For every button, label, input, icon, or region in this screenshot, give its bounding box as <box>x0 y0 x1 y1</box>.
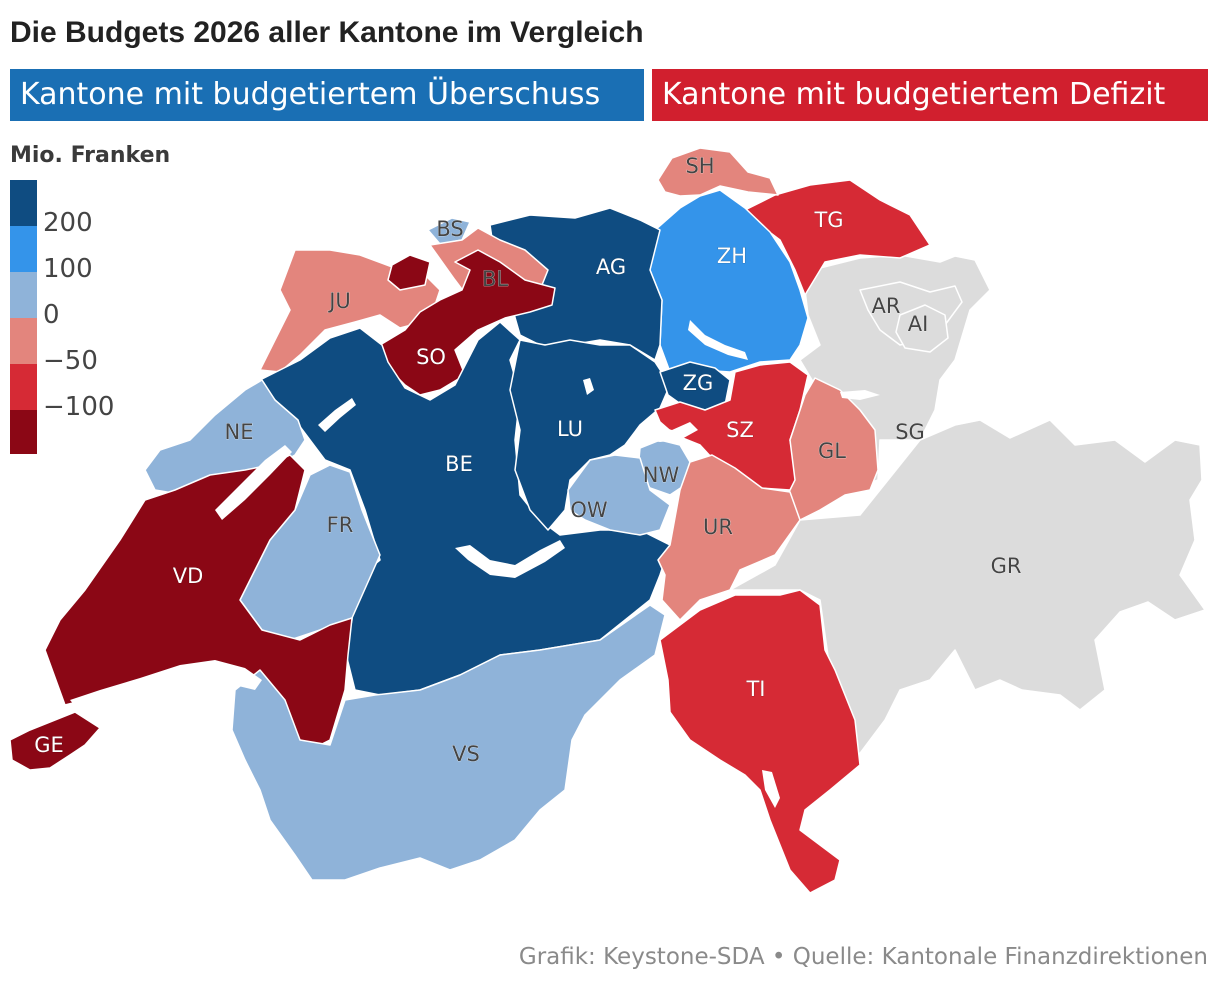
lake-thun-brienz <box>455 540 565 578</box>
legend-bin-100-200 <box>10 226 37 272</box>
legend-bin-under-minus100 <box>10 410 37 454</box>
label-SO: SO <box>416 345 446 369</box>
lake-walen <box>840 390 880 400</box>
label-GR: GR <box>991 554 1022 578</box>
lake-zurich <box>688 320 748 360</box>
legend-tick-200: 200 <box>43 208 93 238</box>
canton-OW[interactable] <box>567 454 671 536</box>
label-LU: LU <box>557 417 583 441</box>
label-JU: JU <box>327 289 351 313</box>
label-SZ: SZ <box>726 418 754 442</box>
canton-GR[interactable] <box>729 419 1206 761</box>
canton-UR[interactable] <box>657 454 801 621</box>
label-GL: GL <box>818 439 846 463</box>
label-VD: VD <box>173 564 204 588</box>
label-ZH: ZH <box>717 244 747 268</box>
legend-tick-0: 0 <box>43 300 60 330</box>
label-AI: AI <box>908 312 929 336</box>
legend-bin-minus100-minus50 <box>10 364 37 410</box>
label-TI: TI <box>745 677 765 701</box>
lake-lucerne <box>640 422 698 442</box>
canton-VS[interactable] <box>231 604 666 881</box>
chart-title: Die Budgets 2026 aller Kantone im Vergle… <box>10 16 644 49</box>
label-GE: GE <box>34 733 64 757</box>
lake-leman <box>70 660 262 712</box>
lake-neuchatel <box>215 445 292 520</box>
surplus-banner: Kantone mit budgetiertem Überschuss <box>10 69 644 121</box>
legend-tick-minus100: −100 <box>43 392 115 422</box>
lake-sempach <box>583 378 594 395</box>
legend-bin-minus50-0 <box>10 318 37 364</box>
canton-SO-exclave[interactable] <box>387 254 431 291</box>
label-NE: NE <box>225 420 254 444</box>
label-SH: SH <box>685 154 714 178</box>
legend-tick-100: 100 <box>43 254 93 284</box>
legend-unit: Mio. Franken <box>10 143 171 168</box>
lake-biel <box>318 398 356 432</box>
label-VS: VS <box>452 742 480 766</box>
label-ZG: ZG <box>683 371 714 395</box>
legend-bin-0-100 <box>10 272 37 318</box>
canton-LU[interactable] <box>509 339 671 531</box>
legend-tick-minus50: −50 <box>43 346 98 376</box>
label-TG: TG <box>813 208 843 232</box>
deficit-banner: Kantone mit budgetiertem Defizit <box>652 69 1208 121</box>
canton-GE[interactable] <box>9 711 101 771</box>
lakes <box>70 320 880 808</box>
legend-bin-over-200 <box>10 180 37 226</box>
canton-BS[interactable] <box>427 217 471 245</box>
canton-SO[interactable] <box>379 249 556 396</box>
label-FR: FR <box>327 513 354 537</box>
canton-TI[interactable] <box>659 589 861 894</box>
label-BS: BS <box>436 217 463 241</box>
label-BE: BE <box>445 452 473 476</box>
source-credit: Grafik: Keystone-SDA • Quelle: Kantonale… <box>518 944 1208 970</box>
lake-maggiore <box>762 770 780 808</box>
label-AG: AG <box>596 255 626 279</box>
label-OW: OW <box>570 498 608 522</box>
canton-labels: SH BS TG AG ZH BL JU AR AI SO ZG NE LU S… <box>34 154 1022 767</box>
canton-SH[interactable] <box>657 147 779 197</box>
canton-AI[interactable] <box>895 304 949 353</box>
label-NW: NW <box>643 463 680 487</box>
label-BL: BL <box>482 267 508 291</box>
canton-TG[interactable] <box>744 179 931 296</box>
label-SG: SG <box>895 420 925 444</box>
label-UR: UR <box>703 515 733 539</box>
label-AR: AR <box>872 294 901 318</box>
